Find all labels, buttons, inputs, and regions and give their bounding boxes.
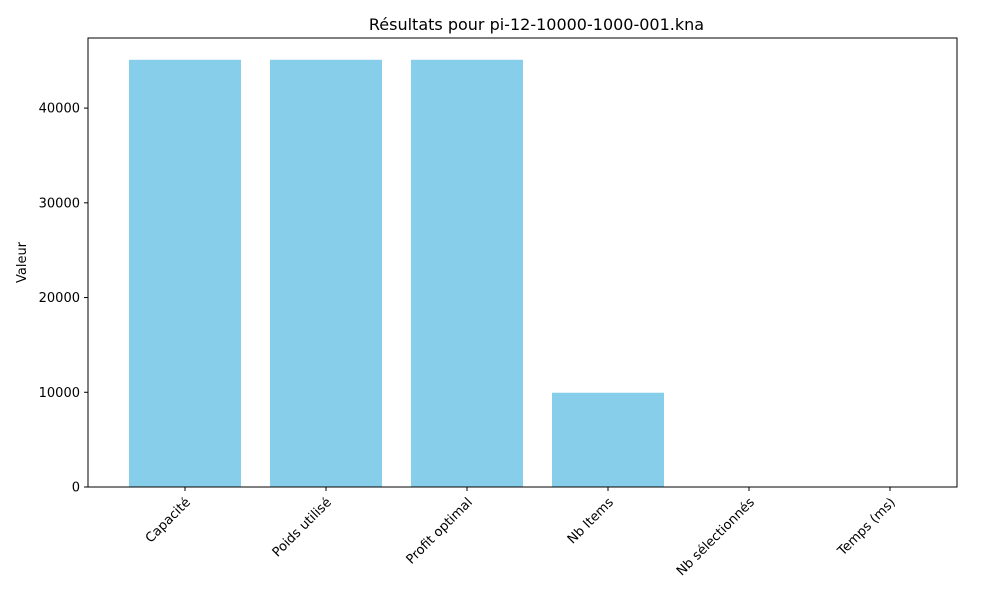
- bar-0: [129, 59, 241, 487]
- x-tick-label: Profit optimal: [404, 495, 476, 567]
- y-tick-label: 0: [72, 481, 80, 496]
- x-tick-label: Nb sélectionnés: [674, 495, 758, 579]
- x-tick-label: Temps (ms): [834, 495, 898, 559]
- bars-group: [129, 59, 946, 487]
- y-tick-label: 10000: [39, 386, 80, 401]
- bar-3: [552, 392, 664, 487]
- x-tick-label: Capacité: [143, 495, 194, 546]
- x-tick-label: Nb Items: [565, 495, 617, 547]
- plot-frame: [87, 37, 958, 488]
- x-axis: Capacité Poids utilisé Profit optimal Nb It…: [143, 487, 899, 579]
- y-tick-label: 20000: [39, 291, 80, 306]
- y-axis-label: Valeur: [15, 241, 30, 283]
- y-tick-label: 30000: [39, 196, 80, 211]
- bar-2: [411, 59, 523, 487]
- y-tick-label: 40000: [39, 102, 80, 117]
- y-axis: 0 10000 20000 30000 40000: [39, 102, 88, 496]
- bar-1: [270, 59, 382, 487]
- chart-title: Résultats pour pi-12-10000-1000-001.kna: [369, 15, 704, 34]
- x-tick-label: Poids utilisé: [270, 495, 335, 560]
